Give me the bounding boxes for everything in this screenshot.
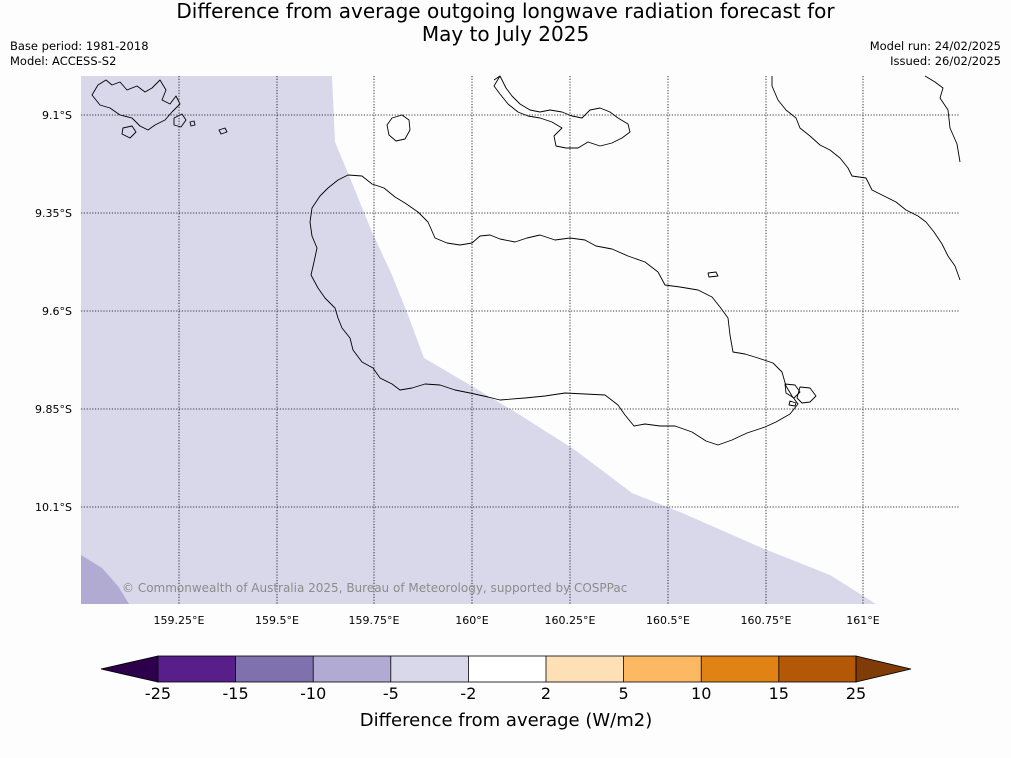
colorbar: -25 -15 -10 -5 -2 2 5 10 15 25 Differenc…: [100, 655, 912, 731]
coastlines: [91, 75, 961, 446]
map-title-line1: Difference from average outgoing longwav…: [176, 0, 835, 23]
map-title: Difference from average outgoing longwav…: [0, 0, 1011, 46]
colorbar-outline: [157, 655, 857, 683]
small-islet: [707, 271, 719, 278]
guadalcanal-coastline: [309, 174, 799, 446]
longitude-axis-labels: 159.25°E 159.5°E 159.75°E 160°E 160.25°E…: [154, 614, 880, 627]
colorbar-tick-label: 10: [691, 684, 711, 703]
longitude-label: 160.75°E: [741, 614, 792, 627]
longitude-label: 159.5°E: [255, 614, 299, 627]
malaita-north-coastline: [924, 75, 961, 163]
colorbar-tick-label: -2: [460, 684, 476, 703]
latitude-label: 9.35°S: [35, 207, 72, 220]
model-text: Model: ACCESS-S2: [10, 54, 117, 68]
meta-left: Base period: 1981-2018 Model: ACCESS-S2: [10, 39, 149, 69]
colorbar-tick-label: 2: [541, 684, 551, 703]
colorbar-extend-low: [100, 655, 159, 683]
colorbar-segment: [701, 656, 779, 682]
base-period-text: Base period: 1981-2018: [10, 39, 149, 53]
longitude-label: 159.25°E: [154, 614, 205, 627]
latitude-axis-labels: 9.1°S 9.35°S 9.6°S 9.85°S 10.1°S: [35, 109, 72, 514]
colorbar-extend-high: [855, 655, 912, 683]
model-run-text: Model run: 24/02/2025: [869, 39, 1001, 53]
longitude-label: 161°E: [846, 614, 879, 627]
meta-right: Model run: 24/02/2025 Issued: 26/02/2025: [870, 39, 1001, 69]
colorbar-segment: [546, 656, 624, 682]
russell-islet: [121, 125, 137, 139]
russell-islet: [173, 113, 187, 128]
latitude-label: 9.1°S: [42, 109, 72, 122]
colorbar-tick-label: -10: [300, 684, 326, 703]
marau-islet: [788, 400, 797, 407]
map-title-line2: May to July 2025: [421, 22, 590, 46]
florida-islands-coastline: [493, 75, 631, 149]
colorbar-dividers: [157, 655, 857, 683]
colorbar-segment: [468, 656, 546, 682]
colorbar-tick-label: -5: [383, 684, 399, 703]
latitude-label: 9.85°S: [35, 403, 72, 416]
russell-islands-coastline: [91, 79, 181, 131]
russell-islet: [189, 120, 196, 127]
copyright-notice: © Commonwealth of Australia 2025, Bureau…: [122, 581, 627, 595]
colorbar-segment: [390, 656, 469, 682]
anomaly-region-minus5-to-minus2: [81, 76, 876, 604]
savo-island: [386, 114, 411, 142]
latitude-label: 9.6°S: [42, 305, 72, 318]
colorbar-segment: [235, 656, 314, 682]
colorbar-tick-label: -15: [223, 684, 249, 703]
longitude-label: 160°E: [455, 614, 488, 627]
marau-islet: [784, 383, 801, 399]
colorbar-tick-label: 25: [846, 684, 866, 703]
colorbar-segment: [313, 656, 391, 682]
colorbar-tick-label: 5: [619, 684, 629, 703]
anomaly-region-minus10-to-minus5: [81, 555, 129, 604]
latitude-label: 10.1°S: [35, 501, 72, 514]
colorbar-tick-label: 15: [769, 684, 789, 703]
colorbar-segment: [158, 656, 236, 682]
russell-islet: [218, 127, 228, 135]
graticule: [81, 76, 960, 604]
colorbar-segment: [778, 656, 857, 682]
malaita-coastline: [771, 76, 961, 281]
longitude-label: 159.75°E: [349, 614, 400, 627]
colorbar-title: Difference from average (W/m2): [360, 710, 652, 731]
marau-islet: [796, 386, 817, 404]
colorbar-tick-label: -25: [145, 684, 171, 703]
anomaly-shading: [81, 76, 876, 604]
longitude-label: 160.5°E: [646, 614, 690, 627]
longitude-label: 160.25°E: [545, 614, 596, 627]
issued-text: Issued: 26/02/2025: [890, 54, 1001, 68]
colorbar-segment: [623, 656, 702, 682]
